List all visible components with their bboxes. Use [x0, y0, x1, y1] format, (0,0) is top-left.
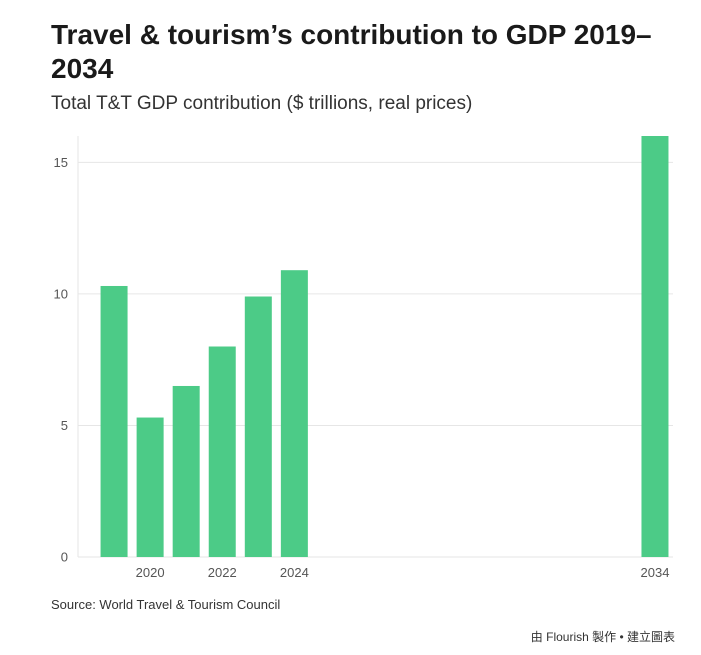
bar-2024[interactable] — [280, 270, 308, 557]
gridlines — [78, 161, 673, 558]
y-tick-label: 0 — [61, 550, 68, 565]
flourish-credit[interactable]: 由 Flourish 製作 • 建立圖表 — [530, 630, 675, 644]
chart-subtitle: Total T&T GDP contribution ($ trillions,… — [51, 93, 473, 114]
axes: 0 5 10 15 2020 2022 2024 2034 — [54, 136, 670, 580]
bars — [100, 136, 669, 558]
y-tick-label: 10 — [54, 286, 68, 301]
x-tick-label: 2020 — [136, 565, 165, 580]
bar-2020[interactable] — [136, 417, 164, 557]
bar-chart: 0 5 10 15 2020 2022 2024 2034 — [54, 136, 673, 580]
source-note: Source: World Travel & Tourism Council — [51, 597, 281, 612]
bar-2034[interactable] — [641, 136, 669, 557]
y-tick-label: 15 — [54, 155, 68, 170]
bar-2022[interactable] — [208, 346, 236, 558]
bar-2021[interactable] — [172, 385, 200, 557]
x-tick-label: 2022 — [208, 565, 237, 580]
bar-2023[interactable] — [244, 296, 272, 557]
chart-title: Travel & tourism’s contribution to GDP 2… — [51, 19, 652, 84]
x-tick-label: 2034 — [641, 565, 670, 580]
bar-2019[interactable] — [100, 285, 128, 557]
y-tick-label: 5 — [61, 418, 68, 433]
x-tick-label: 2024 — [280, 565, 309, 580]
